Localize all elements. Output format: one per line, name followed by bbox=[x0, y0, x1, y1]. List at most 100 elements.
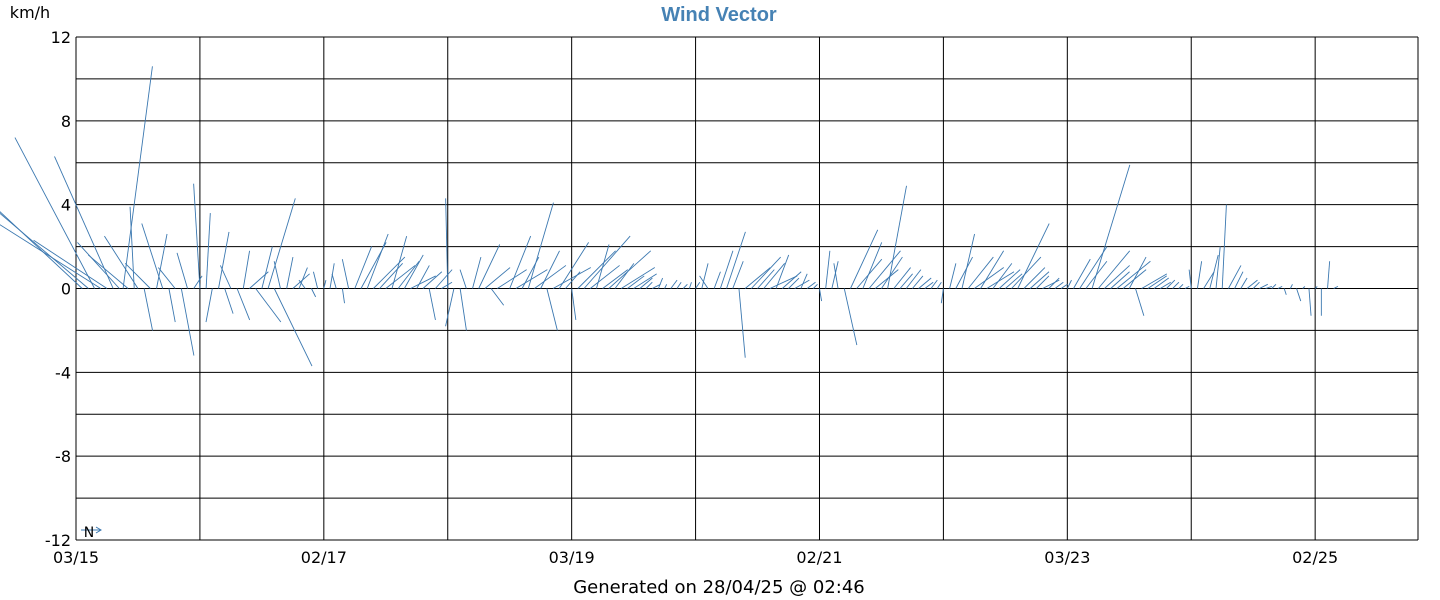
wind-vector bbox=[1196, 261, 1203, 289]
wind-vector bbox=[620, 267, 655, 289]
wind-vector bbox=[1283, 288, 1287, 295]
wind-vector bbox=[874, 269, 899, 289]
wind-vector bbox=[670, 279, 678, 289]
wind-vector bbox=[445, 198, 449, 289]
wind-vector bbox=[1252, 281, 1260, 289]
wind-vector bbox=[936, 281, 942, 289]
y-tick-label: 8 bbox=[61, 112, 71, 131]
wind-vector bbox=[1289, 284, 1293, 289]
wind-vector bbox=[143, 288, 153, 331]
wind-vector bbox=[961, 233, 976, 289]
wind-vector bbox=[763, 263, 786, 289]
wind-vector bbox=[608, 250, 652, 289]
wind-vector bbox=[992, 263, 1013, 289]
wind-vector bbox=[788, 277, 800, 289]
wind-vector bbox=[589, 265, 620, 289]
wind-vector bbox=[0, 211, 83, 289]
wind-vector bbox=[158, 267, 176, 289]
wind-vector bbox=[527, 202, 554, 289]
wind-vector bbox=[1178, 283, 1184, 289]
wind-vector bbox=[298, 279, 306, 289]
x-tick-label: 02/17 bbox=[301, 548, 347, 567]
wind-vector bbox=[14, 137, 95, 289]
wind-vector bbox=[887, 185, 907, 289]
wind-vector bbox=[833, 263, 839, 289]
wind-vector bbox=[1215, 246, 1221, 289]
wind-vector bbox=[664, 284, 668, 289]
wind-vector bbox=[77, 242, 120, 289]
wind-vector bbox=[819, 288, 823, 302]
x-tick-label: 02/21 bbox=[796, 548, 842, 567]
wind-vector bbox=[769, 275, 798, 289]
wind-vector bbox=[540, 250, 560, 289]
wind-vector bbox=[633, 273, 657, 289]
wind-vector bbox=[565, 271, 581, 289]
wind-vector bbox=[967, 256, 994, 289]
y-axis-ticks: 12 8 4 0 -4 -8 -12 bbox=[45, 28, 71, 550]
wind-vector bbox=[719, 250, 734, 289]
wind-vector bbox=[224, 288, 234, 314]
wind-vector bbox=[1221, 204, 1227, 289]
wind-vector bbox=[176, 252, 188, 289]
wind-vector bbox=[459, 288, 467, 331]
wind-vector bbox=[1259, 283, 1268, 289]
wind-vector bbox=[1128, 256, 1147, 289]
wind-vector bbox=[1172, 281, 1180, 289]
wind-vector bbox=[652, 283, 661, 289]
wind-vector bbox=[1333, 286, 1339, 289]
wind-vector bbox=[1203, 271, 1215, 289]
wind-vector bbox=[676, 281, 682, 289]
wind-vector bbox=[602, 269, 629, 289]
wind-vector bbox=[87, 254, 129, 289]
wind-vector bbox=[1104, 265, 1130, 289]
wind-vector bbox=[416, 265, 430, 289]
wind-vector bbox=[341, 259, 350, 289]
wind-vector bbox=[577, 250, 616, 289]
wind-vector bbox=[893, 267, 911, 289]
wind-vector bbox=[558, 242, 589, 289]
wind-vector bbox=[218, 231, 230, 289]
x-tick-label: 02/25 bbox=[1292, 548, 1338, 567]
wind-vector bbox=[657, 277, 664, 289]
wind-vector bbox=[1166, 279, 1176, 289]
wind-vector bbox=[699, 275, 709, 289]
wind-vector bbox=[940, 288, 944, 304]
wind-vector bbox=[410, 275, 436, 289]
wind-vector bbox=[596, 244, 610, 289]
wind-vector bbox=[1188, 269, 1192, 289]
x-axis-ticks: 03/15 02/17 03/19 02/21 03/23 02/25 bbox=[53, 548, 1338, 567]
wind-vector bbox=[918, 277, 932, 289]
wind-vector bbox=[980, 250, 1005, 289]
wind-vector bbox=[546, 288, 558, 331]
wind-vector bbox=[445, 288, 455, 327]
wind-vector bbox=[329, 263, 335, 289]
wind-vector bbox=[366, 233, 389, 289]
wind-vector bbox=[124, 263, 151, 289]
wind-vector bbox=[311, 288, 317, 298]
wind-vector bbox=[193, 183, 201, 289]
wind-vector bbox=[1116, 260, 1151, 289]
wind-vector bbox=[1147, 275, 1167, 289]
wind-vector bbox=[341, 288, 345, 304]
wind-vector bbox=[509, 235, 532, 289]
wind-vector bbox=[261, 246, 273, 289]
wind-vector bbox=[1277, 286, 1283, 289]
wind-vector bbox=[552, 267, 592, 289]
wind-vector bbox=[391, 235, 408, 289]
wind-vector bbox=[273, 288, 313, 367]
wind-vector bbox=[1042, 279, 1060, 289]
wind-vector bbox=[862, 242, 883, 289]
wind-vector bbox=[397, 260, 420, 289]
wind-vector bbox=[33, 239, 108, 289]
wind-vector bbox=[850, 229, 879, 289]
wind-vector bbox=[738, 288, 746, 358]
wind-vector bbox=[775, 254, 790, 289]
wind-vector bbox=[627, 275, 645, 289]
wind-vector bbox=[701, 263, 709, 289]
wind-vector bbox=[1308, 288, 1312, 316]
wind-vector bbox=[881, 256, 903, 289]
wind-vector bbox=[1160, 281, 1171, 289]
wind-vector bbox=[806, 281, 816, 289]
wind-vector bbox=[998, 269, 1021, 289]
wind-vector bbox=[385, 265, 416, 289]
